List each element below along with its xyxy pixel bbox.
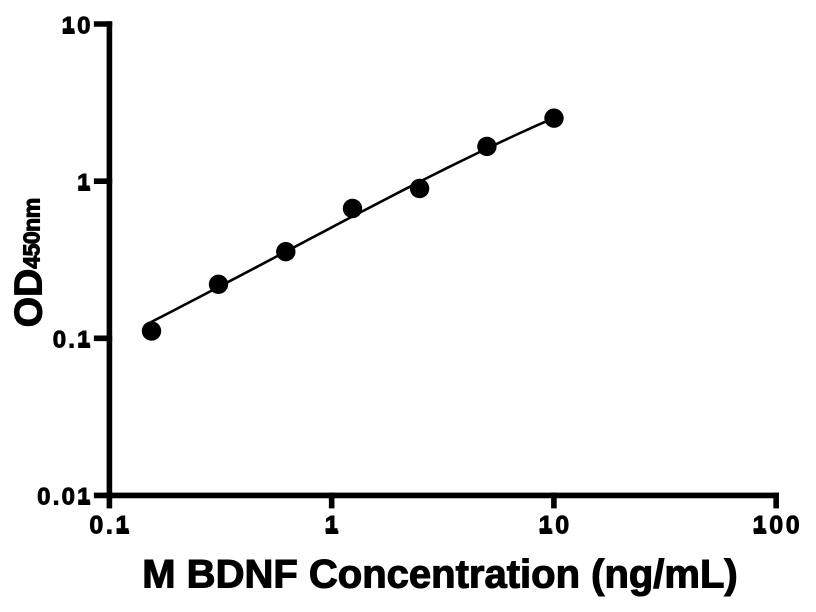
svg-text:0.1: 0.1 [89,511,132,539]
svg-text:100: 100 [753,511,803,539]
svg-text:1: 1 [77,170,93,197]
svg-text:0.01: 0.01 [37,484,93,511]
svg-text:0.1: 0.1 [53,327,93,354]
svg-text:M BDNF Concentration (ng/mL): M BDNF Concentration (ng/mL) [142,553,738,597]
svg-text:10: 10 [539,511,572,539]
svg-text:10: 10 [62,12,93,39]
svg-text:1: 1 [325,511,342,539]
